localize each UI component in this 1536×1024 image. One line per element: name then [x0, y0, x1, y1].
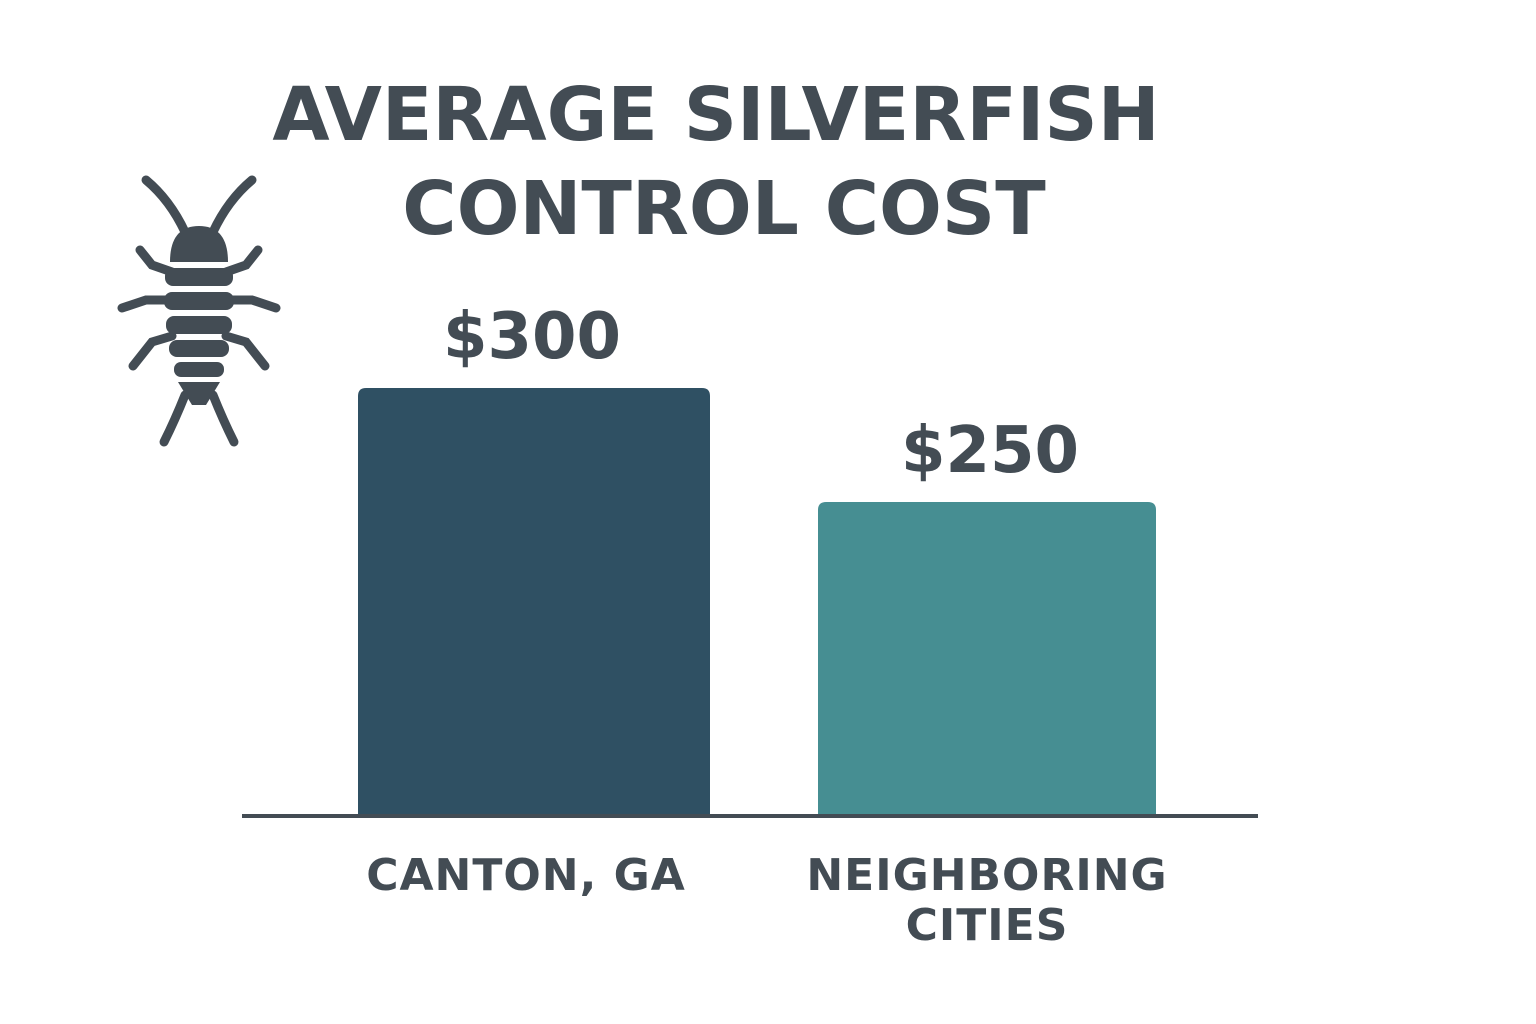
- bar-value-label-1: $250: [901, 414, 1079, 488]
- bars-group: [358, 388, 1156, 815]
- category-label-1-line-1: CITIES: [906, 900, 1069, 951]
- chart-title-line-2: CONTROL COST: [402, 166, 1046, 252]
- bar-1: [818, 502, 1156, 815]
- value-labels-group: $300 $250: [443, 300, 1079, 488]
- category-label-0-line-0: CANTON, GA: [366, 850, 686, 901]
- chart-title-line-1: AVERAGE SILVERFISH: [272, 72, 1159, 158]
- bar-0: [358, 388, 710, 815]
- bar-value-label-0: $300: [443, 300, 621, 374]
- silverfish-icon: [117, 175, 281, 447]
- category-label-1-line-0: NEIGHBORING: [806, 850, 1167, 901]
